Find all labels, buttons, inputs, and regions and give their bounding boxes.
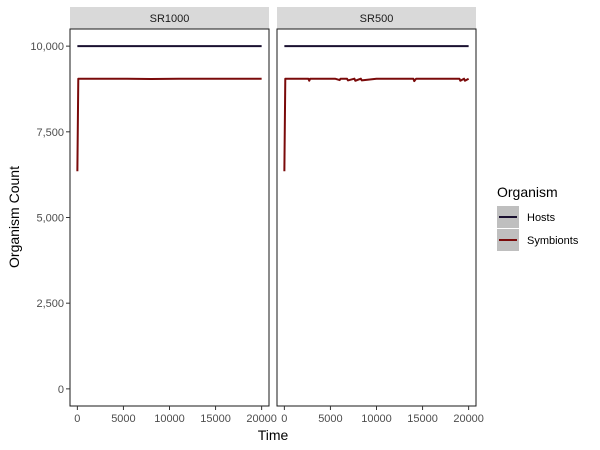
legend-title: Organism — [497, 184, 558, 200]
x-tick-label-0-2: 10000 — [154, 413, 185, 425]
facet-strip-label-1: SR500 — [360, 13, 394, 25]
panel-background-1 — [277, 29, 476, 406]
series-line-symbionts-panel-0 — [76, 77, 262, 172]
y-tick-label-1: 2,500 — [36, 298, 64, 310]
y-tick-label-0: 0 — [58, 384, 64, 396]
x-tick-label-0-3: 15000 — [200, 413, 231, 425]
x-tick-label-1-2: 10000 — [361, 413, 392, 425]
y-tick-label-3: 7,500 — [36, 127, 64, 139]
x-axis-title: Time — [258, 427, 289, 443]
facet-strip-1 — [277, 7, 476, 29]
x-tick-label-1-1: 5000 — [318, 413, 342, 425]
panel-background-0 — [70, 29, 269, 406]
x-tick-label-1-3: 15000 — [407, 413, 438, 425]
x-tick-label-1-0: 0 — [281, 413, 287, 425]
legend-label-hosts: Hosts — [527, 212, 556, 224]
legend-label-symbionts: Symbionts — [527, 235, 579, 247]
series-line-symbionts-panel-1 — [283, 77, 470, 172]
facet-strip-0 — [70, 7, 269, 29]
facet-strip-label-0: SR1000 — [150, 13, 190, 25]
x-tick-label-0-4: 20000 — [246, 413, 277, 425]
y-axis-title: Organism Count — [6, 166, 22, 268]
y-tick-label-2: 5,000 — [36, 213, 64, 225]
y-tick-label-4: 10,000 — [30, 41, 64, 53]
x-tick-label-0-0: 0 — [74, 413, 80, 425]
x-tick-label-1-4: 20000 — [453, 413, 484, 425]
x-tick-label-0-1: 5000 — [111, 413, 135, 425]
